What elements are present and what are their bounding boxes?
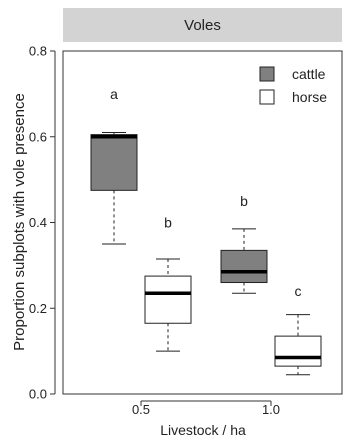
y-tick-label: 0.8 [29,44,47,59]
x-tick-label: 1.0 [262,402,280,417]
box-iqr [274,335,322,367]
y-axis-ticks: 0.0 0.2 0.4 0.6 0.8 [29,44,55,402]
facet-strip [63,8,342,42]
legend: cattle horse [259,66,327,105]
box-horse-0.5: b [144,215,192,352]
y-axis-title: Proportion subplots with vole presence [11,93,28,351]
y-tick-label: 0.0 [29,387,47,402]
x-axis-title: Livestock / ha [160,422,246,438]
significance-letter: b [164,215,172,231]
x-axis-ticks: 0.5 1.0 [132,401,280,417]
legend-swatch-cattle [259,66,275,82]
y-tick-label: 0.4 [29,215,47,230]
box-iqr [144,275,192,324]
facet-strip-title: Voles [184,17,221,34]
legend-label-cattle: cattle [292,66,326,82]
box-cattle-0.5: a [90,86,138,245]
y-tick-label: 0.2 [29,301,47,316]
y-tick-label: 0.6 [29,129,47,144]
plot-frame [62,50,343,395]
significance-letter: c [295,283,302,299]
box-horse-1.0: c [274,283,322,376]
box-iqr [220,249,268,284]
box-iqr [90,134,138,191]
significance-letter: b [240,193,248,209]
boxplot-series: a b b c [90,86,322,376]
significance-letter: a [110,86,118,102]
box-cattle-1.0: b [220,193,268,294]
legend-swatch-horse [259,89,275,105]
legend-label-horse: horse [292,89,327,105]
x-tick-label: 0.5 [132,402,150,417]
